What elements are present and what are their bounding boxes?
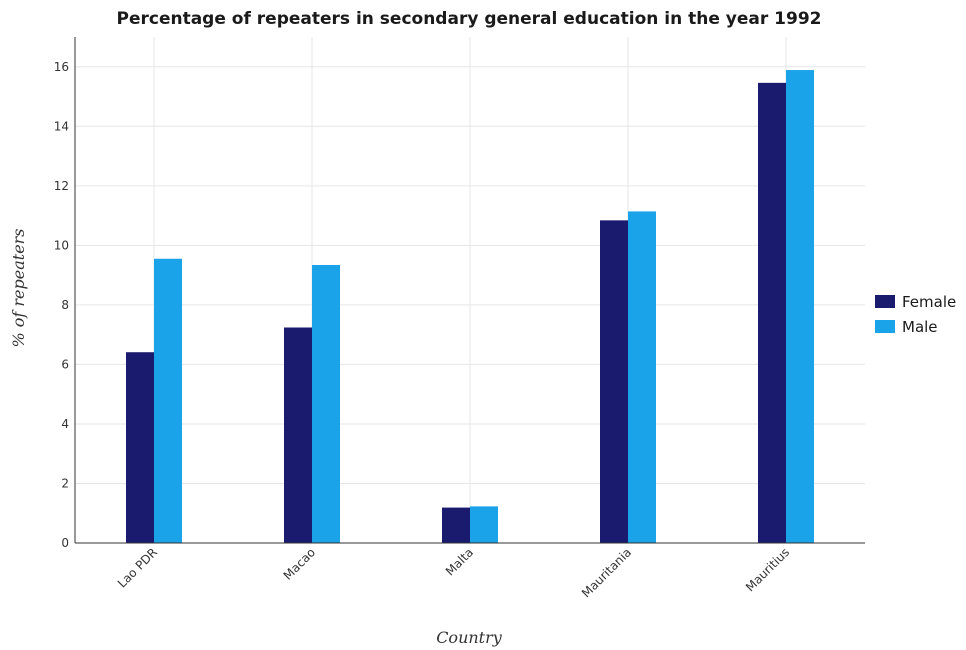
bar-female-mauritania — [600, 220, 628, 543]
bar-male-mauritius — [786, 70, 814, 544]
bar-male-lao-pdr — [154, 258, 182, 543]
bar-female-malta — [442, 507, 470, 543]
y-tick-label: 4 — [61, 417, 69, 431]
y-tick-label: 12 — [54, 179, 69, 193]
bar-female-mauritius — [758, 82, 786, 543]
x-tick-label: Malta — [443, 545, 476, 578]
bar-male-mauritania — [628, 211, 656, 543]
chart-title: Percentage of repeaters in secondary gen… — [117, 9, 822, 29]
x-tick-label: Macao — [281, 545, 318, 582]
x-axis-label: Country — [436, 628, 503, 647]
gridlines — [75, 37, 865, 544]
y-tick-label: 2 — [61, 476, 69, 490]
y-tick-label: 6 — [61, 357, 69, 371]
bar-female-lao-pdr — [126, 352, 154, 543]
bars — [126, 70, 814, 544]
y-tick-label: 8 — [61, 298, 69, 312]
legend-swatch-male — [875, 320, 895, 333]
legend-swatch-female — [875, 295, 895, 308]
y-tick-labels: 0 2 4 6 8 10 12 14 16 — [54, 60, 69, 550]
legend-label-female: Female — [902, 293, 956, 311]
y-tick-label: 10 — [54, 238, 69, 252]
y-tick-label: 14 — [54, 119, 69, 133]
x-tick-label: Mauritius — [743, 545, 792, 594]
y-tick-label: 16 — [54, 60, 69, 74]
bar-male-malta — [470, 506, 498, 543]
axes — [74, 37, 865, 544]
bar-female-macao — [284, 327, 312, 543]
x-tick-label: Mauritania — [579, 545, 634, 600]
x-tick-labels: Lao PDR Macao Malta Mauritania Mauritius — [115, 545, 792, 600]
y-axis-label: % of repeaters — [9, 228, 28, 347]
x-tick-label: Lao PDR — [115, 545, 160, 590]
legend-label-male: Male — [902, 318, 938, 336]
bar-male-macao — [312, 264, 340, 543]
y-tick-label: 0 — [61, 536, 69, 550]
legend: Female Male — [875, 293, 956, 336]
